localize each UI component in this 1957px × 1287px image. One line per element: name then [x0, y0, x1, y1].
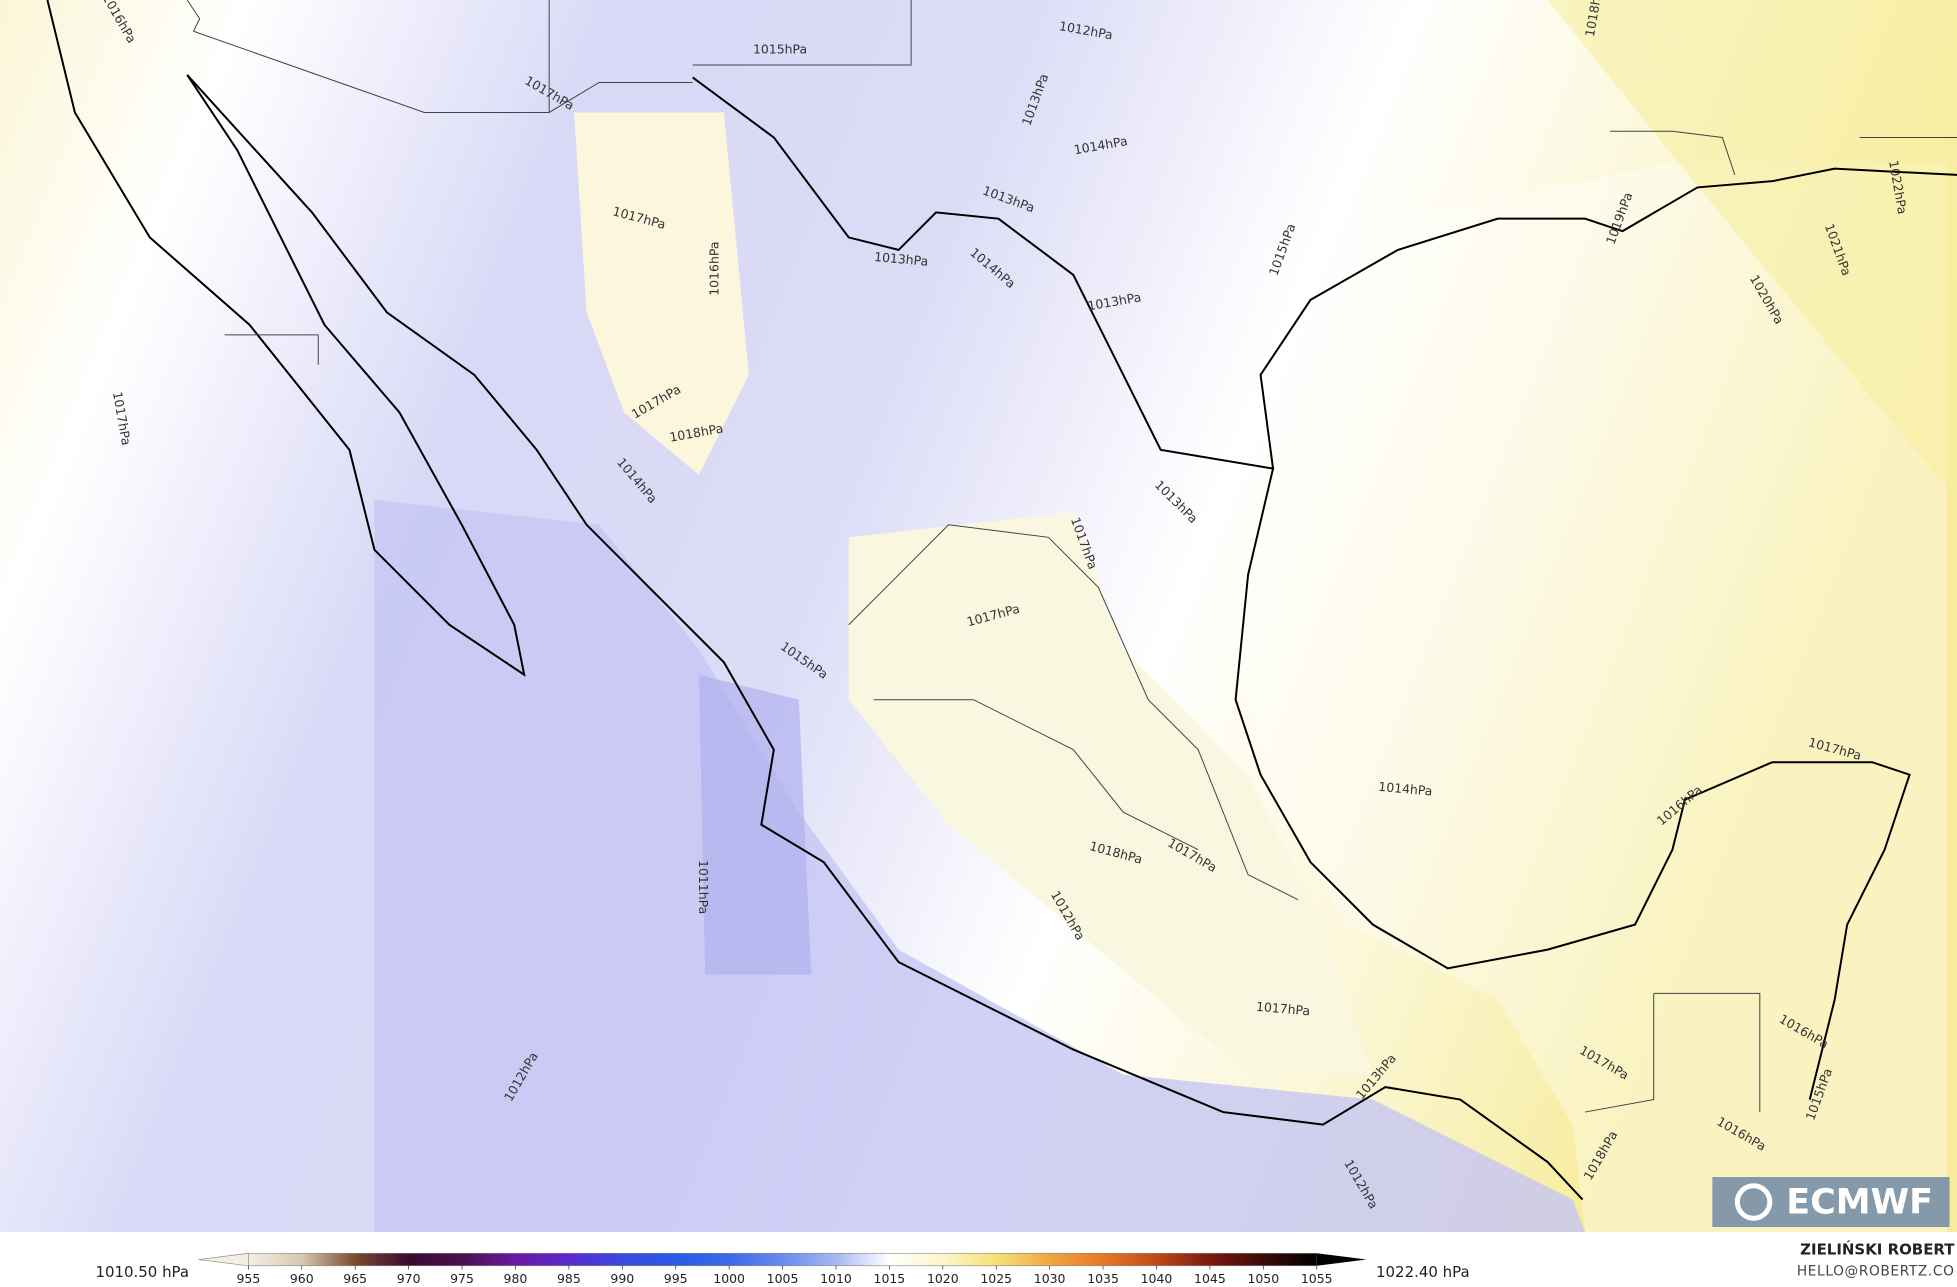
colorbar-tick-label: 1000 [713, 1271, 745, 1286]
logo-text: ECMWF [1786, 1182, 1933, 1222]
colorbar-tick-label: 1050 [1247, 1271, 1279, 1286]
colorbar-tick-label: 1055 [1301, 1271, 1333, 1286]
colorbar-tick-label: 990 [610, 1271, 634, 1286]
coastline [46, 0, 1957, 1201]
email: HELLO@ROBERTZ.CO [1797, 1264, 1955, 1280]
high-pressure-area [848, 512, 1373, 1075]
logo-icon [1734, 1183, 1773, 1221]
colorbar-tick-label: 985 [557, 1271, 581, 1286]
colorbar-body [248, 1252, 1318, 1267]
borders [186, 0, 1957, 1113]
colorbar-tick-label: 975 [450, 1271, 474, 1286]
low-pressure-area [374, 499, 1586, 1233]
colorbar-tick-label: 1015 [874, 1271, 906, 1286]
colorbar-tick-label: 1030 [1034, 1271, 1066, 1286]
low-pressure-area [698, 674, 812, 975]
author: ZIELIŃSKI ROBERT [1800, 1240, 1955, 1259]
max-label: 1022.40 hPa [1376, 1263, 1470, 1281]
min-label: 1010.50 hPa [95, 1263, 189, 1281]
colorbar-tick-label: 1025 [980, 1271, 1012, 1286]
contour-label: 1014hPa [1378, 779, 1433, 799]
colorbar: 955 960 965 970 975 980 985 990 995 1000 1005 1010 1… [198, 1252, 1367, 1286]
colorbar-tick-label: 1020 [927, 1271, 959, 1286]
colorbar-tick-label: 1005 [767, 1271, 799, 1286]
colorbar-tick-label: 955 [236, 1271, 260, 1286]
contour-label: 1011hPa [696, 860, 711, 914]
colorbar-right-end [1316, 1253, 1367, 1266]
contour-label: 1017hPa [1255, 999, 1310, 1019]
colorbar-tick-label: 980 [504, 1271, 528, 1286]
gulf-area [1235, 162, 1948, 1233]
colorbar-tick-label: 1010 [820, 1271, 852, 1286]
colorbar-tick-label: 1040 [1141, 1271, 1173, 1286]
colorbar-tick-label: 1045 [1194, 1271, 1226, 1286]
colorbar-tick-label: 995 [664, 1271, 688, 1286]
logo-box: ECMWF [1712, 1177, 1950, 1228]
high-pressure-area [1547, 0, 1957, 500]
colorbar-tick-label: 960 [290, 1271, 314, 1286]
contour-label: 1015hPa [753, 41, 807, 56]
contour-label: 1016hPa [707, 242, 722, 296]
high-pressure-area [574, 112, 749, 475]
colorbar-tick-label: 970 [397, 1271, 421, 1286]
colorbar-tick-label: 1035 [1087, 1271, 1119, 1286]
contour-label: 1013hPa [874, 249, 929, 269]
colorbar-tick-label: 965 [343, 1271, 367, 1286]
